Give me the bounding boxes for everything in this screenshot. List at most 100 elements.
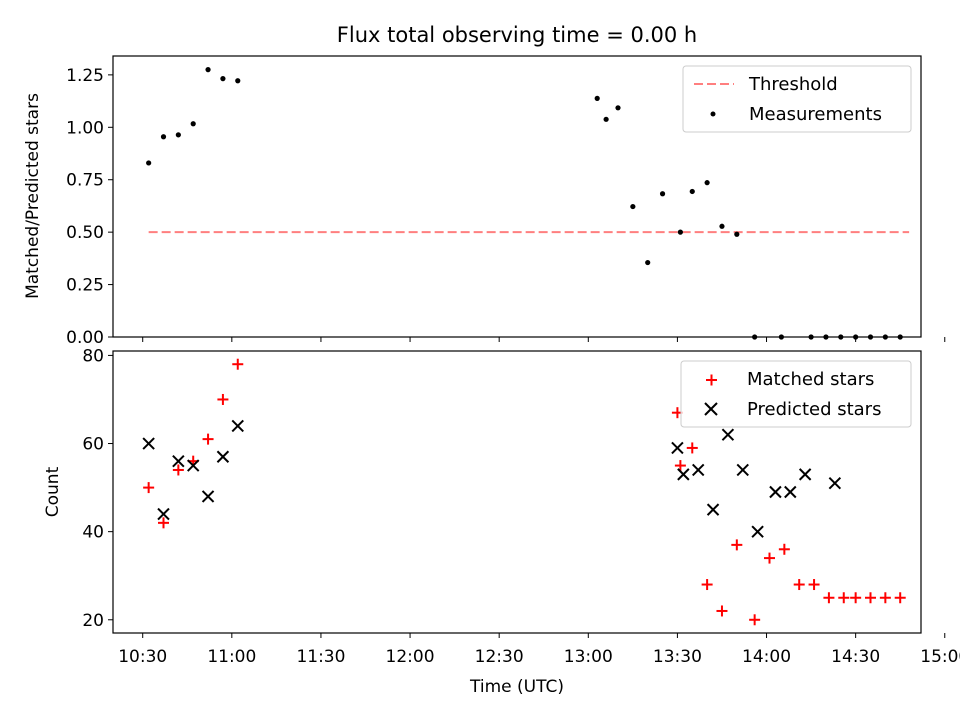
ratio-y-axis-label: Matched/Predicted stars — [23, 93, 43, 299]
matched-star-point — [879, 592, 891, 604]
predicted-star-point — [706, 503, 720, 516]
predicted-star-point — [172, 454, 185, 468]
matched-legend-label: Matched stars — [747, 369, 874, 390]
ratio-legend: Threshold Measurements — [682, 65, 912, 133]
ratio-panel: 0.00 0.25 0.50 0.75 1.00 1.25 Matched/Predict… — [23, 55, 946, 348]
measurement-point — [677, 229, 683, 235]
measurement-point — [205, 67, 211, 73]
counts-y-axis-label: Count — [43, 466, 63, 517]
counts-y-ticks: 20 40 60 80 — [82, 346, 113, 631]
x-axis-label: Time (UTC) — [469, 677, 564, 697]
predicted-star-point — [721, 428, 735, 441]
measurement-point — [594, 95, 600, 101]
matched-star-point — [838, 592, 850, 604]
ratio-x-ticks — [142, 337, 946, 342]
ratio-y-tick-label: 1.00 — [66, 118, 104, 138]
threshold-legend-label: Threshold — [748, 74, 838, 95]
measurement-point — [645, 259, 651, 266]
matched-star-point — [808, 579, 820, 591]
counts-y-tick-label: 20 — [82, 611, 104, 631]
measurements-legend-swatch — [710, 111, 716, 117]
matched-star-point — [793, 579, 805, 591]
chart-title: Flux total observing time = 0.00 h — [337, 23, 697, 47]
matched-star-point — [172, 464, 184, 476]
matched-star-point — [764, 552, 775, 564]
ratio-y-tick-label: 0.00 — [66, 328, 104, 348]
predicted-star-point — [751, 525, 764, 538]
matched-star-point — [778, 543, 790, 555]
measurements-legend-label: Measurements — [749, 104, 882, 125]
x-tick-label: 12:00 — [386, 647, 435, 667]
predicted-star-point — [142, 437, 155, 450]
measurement-point — [190, 121, 196, 127]
counts-plot-area — [142, 358, 906, 626]
matched-star-point — [823, 592, 835, 604]
ratio-y-ticks: 0.00 0.25 0.50 0.75 1.00 1.25 — [66, 66, 113, 348]
measurement-point — [160, 134, 167, 140]
matched-star-point — [865, 592, 876, 604]
matched-star-point — [217, 393, 229, 405]
matched-star-point — [701, 579, 713, 591]
measurement-point — [235, 78, 241, 84]
x-tick-label: 14:30 — [831, 647, 880, 667]
x-tick-label: 12:30 — [475, 647, 524, 667]
measurement-point — [704, 180, 710, 186]
x-tick-label: 15:00 — [920, 647, 960, 667]
x-tick-label: 13:30 — [653, 647, 702, 667]
counts-legend-box — [680, 360, 912, 428]
predicted-star-point — [736, 463, 749, 477]
measurement-point — [615, 105, 621, 111]
matched-star-point — [232, 358, 244, 370]
measurement-point — [630, 203, 636, 210]
predicted-star-point — [201, 490, 215, 503]
matched-legend-swatch — [706, 374, 717, 386]
predicted-star-point — [769, 485, 782, 499]
matched-star-point — [158, 517, 169, 529]
counts-legend: Matched stars Predicted stars — [680, 360, 912, 428]
predicted-star-point — [798, 468, 812, 481]
measurement-point — [175, 132, 181, 138]
measurement-point — [146, 160, 152, 166]
matched-star-point — [894, 592, 906, 604]
measurement-point — [734, 231, 740, 237]
counts-y-tick-label: 80 — [82, 346, 104, 366]
ratio-y-tick-label: 0.75 — [66, 171, 104, 191]
predicted-star-point — [677, 468, 690, 481]
matched-star-point — [850, 592, 862, 604]
x-tick-label: 13:00 — [564, 647, 613, 667]
predicted-star-point — [157, 507, 170, 521]
matched-star-point — [731, 539, 743, 551]
predicted-star-point — [784, 485, 797, 499]
ratio-y-tick-label: 0.50 — [66, 223, 104, 243]
matched-star-point — [749, 614, 761, 626]
matched-star-point — [674, 460, 686, 472]
matched-star-point — [686, 442, 698, 454]
predicted-legend-label: Predicted stars — [747, 399, 881, 420]
measurement-point — [689, 188, 695, 195]
ratio-y-tick-label: 1.25 — [66, 66, 104, 86]
x-tick-label: 14:00 — [742, 647, 791, 667]
predicted-star-point — [186, 459, 200, 472]
ratio-legend-box — [682, 65, 912, 133]
counts-x-ticks: 10:30 11:00 11:30 12:00 12:30 13:00 13:30 14:00… — [118, 633, 960, 667]
x-tick-label: 10:30 — [118, 647, 167, 667]
counts-y-tick-label: 40 — [82, 523, 104, 543]
counts-axes-frame — [112, 350, 922, 634]
counts-y-tick-label: 60 — [82, 435, 104, 455]
predicted-star-point — [231, 419, 244, 433]
matched-star-point — [716, 605, 728, 617]
measurement-point — [603, 116, 609, 122]
predicted-star-point — [216, 450, 230, 463]
predicted-star-point — [691, 463, 705, 477]
ratio-y-tick-label: 0.25 — [66, 276, 104, 296]
x-tick-label: 11:30 — [296, 647, 345, 667]
ratio-axes-frame — [112, 55, 922, 338]
measurement-point — [719, 223, 725, 229]
predicted-star-point — [671, 441, 684, 455]
matched-star-point — [143, 482, 155, 494]
x-tick-label: 11:00 — [207, 647, 256, 667]
matched-star-point — [202, 433, 214, 445]
predicted-legend-swatch — [704, 402, 718, 416]
